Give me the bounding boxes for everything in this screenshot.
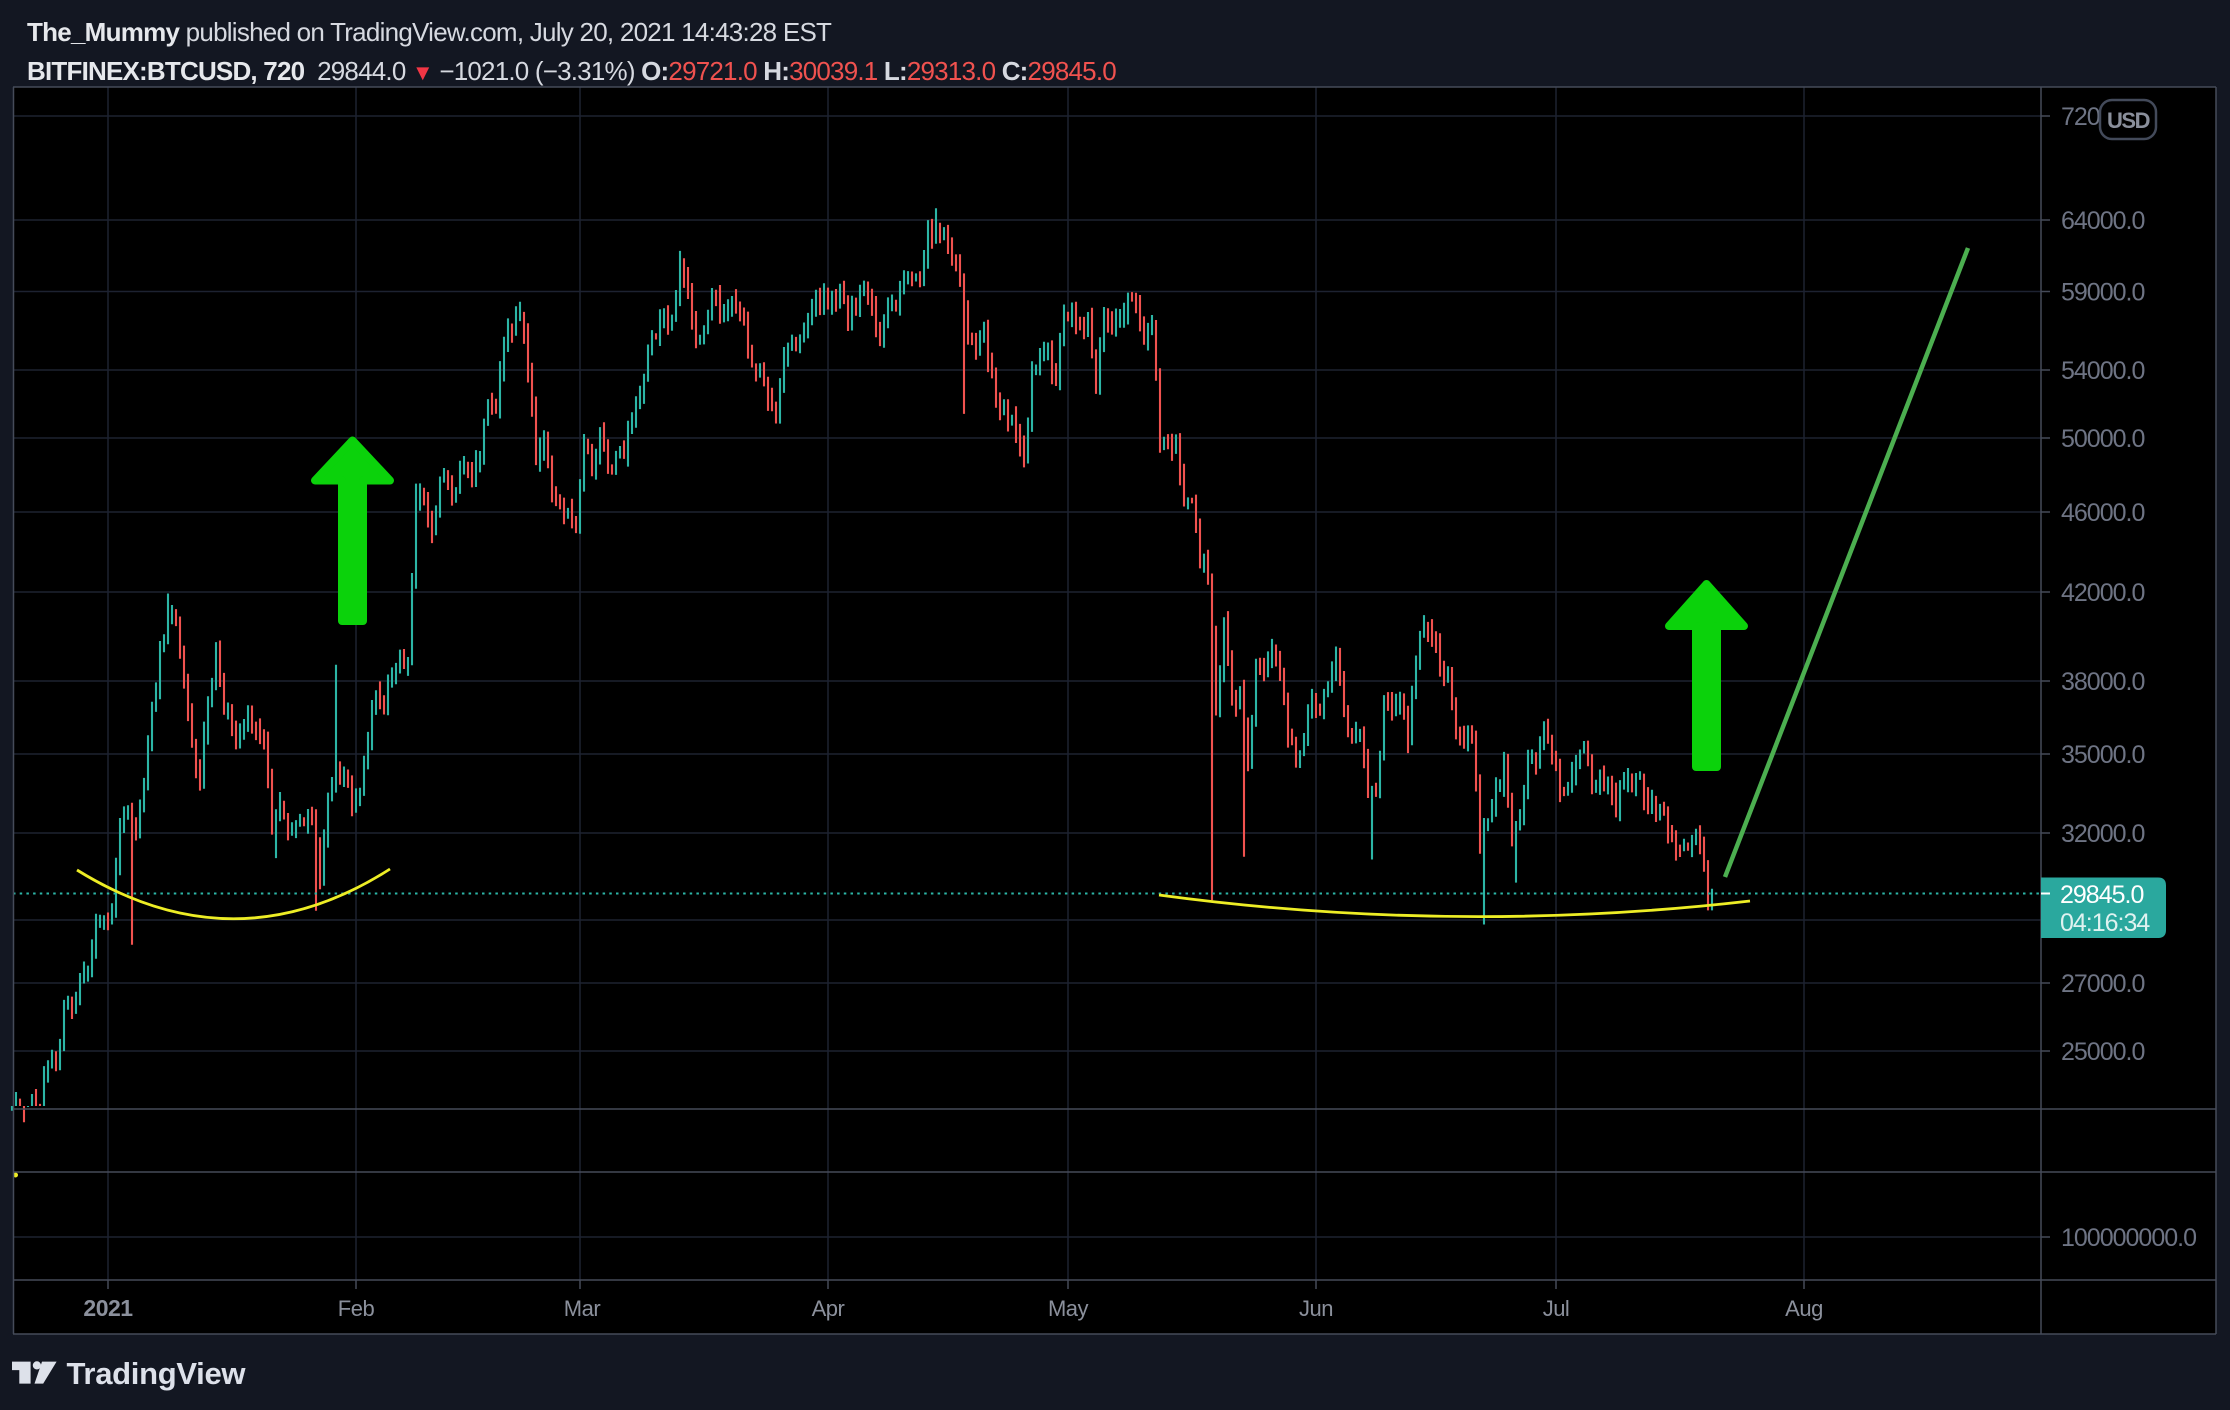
- svg-text:29845.0: 29845.0: [2060, 881, 2143, 909]
- svg-text:Jun: Jun: [1299, 1296, 1333, 1321]
- svg-text:46000.0: 46000.0: [2061, 499, 2144, 527]
- svg-text:04:16:34: 04:16:34: [2060, 909, 2150, 937]
- svg-text:35000.0: 35000.0: [2061, 741, 2144, 769]
- svg-text:25000.0: 25000.0: [2061, 1038, 2144, 1066]
- svg-text:Mar: Mar: [564, 1296, 601, 1321]
- svg-text:USD: USD: [2107, 108, 2150, 133]
- svg-text:54000.0: 54000.0: [2061, 357, 2144, 385]
- svg-text:Apr: Apr: [812, 1296, 845, 1321]
- svg-text:TradingView: TradingView: [67, 1356, 247, 1391]
- svg-text:50000.0: 50000.0: [2061, 425, 2144, 453]
- svg-text:Aug: Aug: [1785, 1296, 1823, 1321]
- svg-text:27000.0: 27000.0: [2061, 970, 2144, 998]
- svg-text:100000000.0: 100000000.0: [2061, 1224, 2196, 1252]
- svg-text:32000.0: 32000.0: [2061, 820, 2144, 848]
- svg-text:59000.0: 59000.0: [2061, 279, 2144, 307]
- svg-text:42000.0: 42000.0: [2061, 579, 2144, 607]
- svg-text:Feb: Feb: [338, 1296, 375, 1321]
- svg-text:38000.0: 38000.0: [2061, 668, 2144, 696]
- svg-text:May: May: [1048, 1296, 1089, 1321]
- svg-text:2021: 2021: [83, 1295, 133, 1321]
- svg-text:64000.0: 64000.0: [2061, 207, 2144, 235]
- svg-text:Jul: Jul: [1543, 1296, 1570, 1321]
- svg-text:720: 720: [2061, 103, 2100, 131]
